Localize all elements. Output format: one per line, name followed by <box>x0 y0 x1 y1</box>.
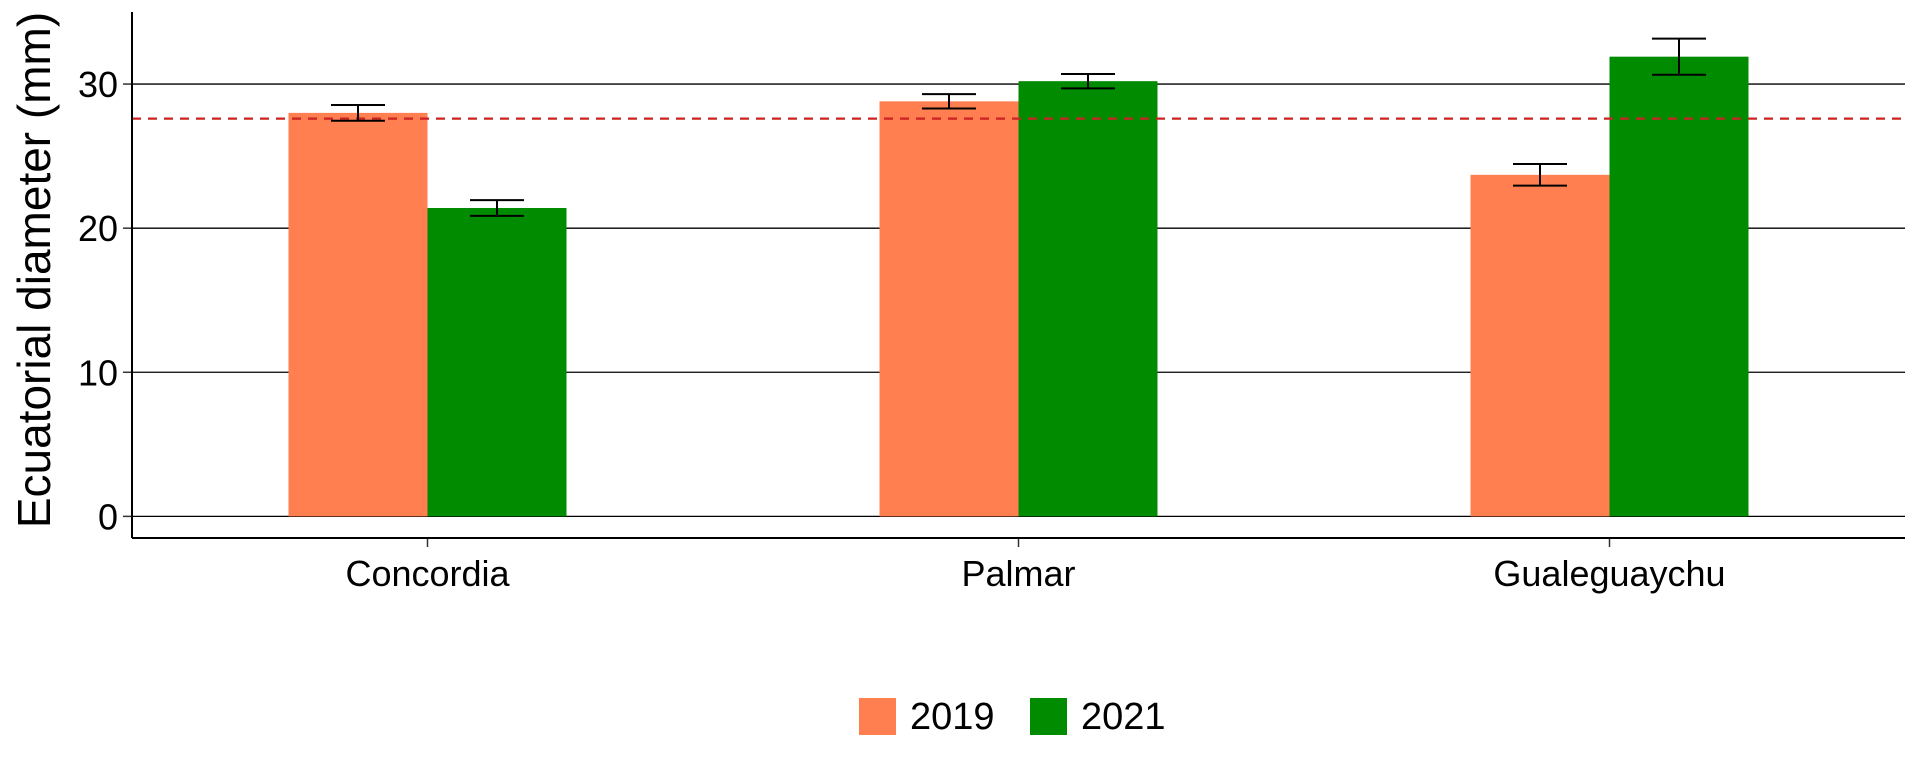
bar-2021-palmar <box>1018 81 1158 517</box>
y-tick-label: 20 <box>78 208 118 249</box>
y-tick-label: 0 <box>98 496 118 537</box>
legend-key-2019 <box>859 698 896 735</box>
bar-2021-gualeguaychu <box>1609 56 1749 517</box>
legend-key-2021 <box>1030 698 1067 735</box>
y-axis-title: Ecuatorial diameter (mm) <box>8 12 60 528</box>
bar-2021-concordia <box>427 207 567 517</box>
x-tick-label: Gualeguaychu <box>1493 553 1725 594</box>
y-tick-labels: 0 10 20 30 <box>78 64 118 537</box>
y-tick-label: 30 <box>78 64 118 105</box>
bar-2019-palmar <box>879 101 1019 517</box>
legend-label-2021: 2021 <box>1081 696 1166 738</box>
error-bars <box>331 37 1706 217</box>
legend-label-2019: 2019 <box>910 696 995 738</box>
x-tick-label: Concordia <box>345 553 510 594</box>
x-tick-labels: Concordia Palmar Gualeguaychu <box>345 553 1725 594</box>
x-tick-label: Palmar <box>961 553 1075 594</box>
bar-2019-concordia <box>288 112 428 517</box>
bars <box>288 56 1749 517</box>
axes <box>123 12 1905 547</box>
legend: 2019 2021 <box>859 696 1166 738</box>
y-tick-label: 10 <box>78 352 118 393</box>
bar-2019-gualeguaychu <box>1470 174 1610 517</box>
